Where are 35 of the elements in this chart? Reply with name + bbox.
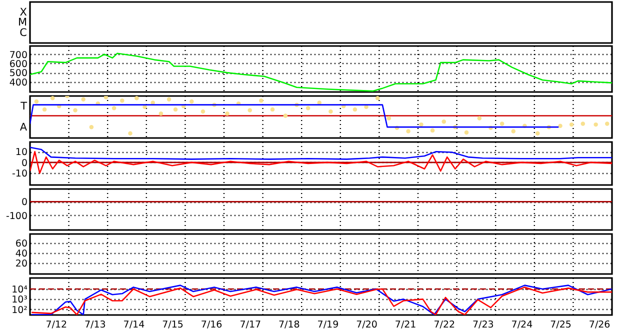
text: T — [20, 100, 28, 112]
y-tick-label: -10 — [12, 168, 28, 180]
y-tick-label: 0 — [21, 197, 28, 208]
x-tick-label: 7/15 — [162, 320, 184, 330]
x-tick-label: 7/26 — [588, 320, 610, 330]
y-tick-label: 10 — [15, 147, 28, 158]
y-tick-label: -100 — [6, 210, 28, 222]
y-tick-label: 0 — [21, 158, 28, 169]
y-tick-label: 20 — [15, 258, 28, 270]
x-tick-label: 7/24 — [511, 320, 533, 330]
x-tick-label: 7/16 — [200, 320, 222, 330]
text: A — [20, 122, 28, 134]
y-tick-label: 10² — [12, 304, 28, 316]
y-tick-label: 10³ — [12, 294, 28, 306]
text: M — [18, 16, 27, 28]
x-tick-label: 7/19 — [317, 320, 339, 330]
x-tick-label: 7/20 — [356, 320, 378, 330]
x-tick-label: 7/14 — [123, 320, 145, 330]
x-tick-label: 7/18 — [278, 320, 300, 330]
x-tick-label: 7/13 — [84, 320, 106, 330]
y-tick-label: 400 — [9, 77, 28, 88]
y-tick-label: 500 — [9, 68, 28, 80]
x-tick-label: 7/12 — [46, 320, 68, 330]
y-tick-label: 60 — [15, 238, 28, 250]
y-tick-label: 40 — [15, 248, 28, 260]
text: C — [20, 26, 27, 39]
y-tick-label: 700 — [9, 50, 28, 61]
x-tick-label: 7/23 — [472, 320, 494, 330]
x-tick-label: 7/25 — [550, 320, 572, 330]
text: X — [20, 6, 27, 18]
x-tick-label: 7/17 — [240, 320, 262, 330]
x-tick-label: 7/21 — [394, 320, 416, 330]
x-tick-label: 7/22 — [434, 320, 456, 330]
y-tick-label: 10⁴ — [12, 284, 28, 296]
y-tick-label: 600 — [9, 58, 28, 70]
